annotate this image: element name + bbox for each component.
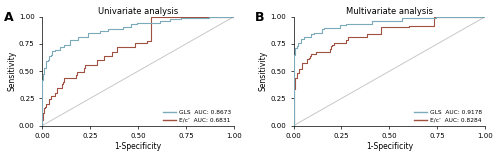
Legend: GLS  AUC: 0.8673, E/c’  AUC: 0.6831: GLS AUC: 0.8673, E/c’ AUC: 0.6831: [163, 110, 231, 123]
X-axis label: 1-Specificity: 1-Specificity: [366, 142, 413, 151]
Text: B: B: [255, 11, 264, 24]
Y-axis label: Sensitivity: Sensitivity: [258, 51, 268, 91]
Y-axis label: Sensitivity: Sensitivity: [7, 51, 16, 91]
Title: Multivariate analysis: Multivariate analysis: [346, 7, 433, 16]
Title: Univariate analysis: Univariate analysis: [98, 7, 178, 16]
X-axis label: 1-Specificity: 1-Specificity: [114, 142, 162, 151]
Legend: GLS  AUC: 0.9178, E/c’  AUC: 0.8284: GLS AUC: 0.9178, E/c’ AUC: 0.8284: [414, 110, 482, 123]
Text: A: A: [4, 11, 14, 24]
